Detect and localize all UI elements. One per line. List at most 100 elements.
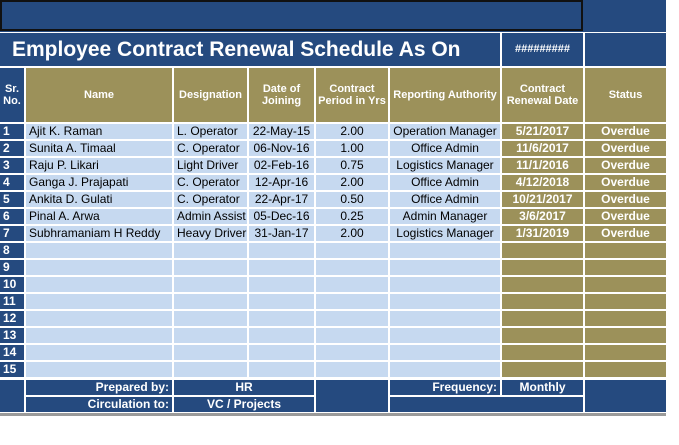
- data-cell: Light Driver: [174, 158, 247, 173]
- row-number: 12: [0, 311, 24, 326]
- data-cell: 22-May-15: [249, 124, 314, 139]
- bottom-line: [0, 413, 666, 416]
- row-number: 14: [0, 345, 24, 360]
- data-cell: Sunita A. Timaal: [26, 141, 172, 156]
- data-cell: Operation Manager: [390, 124, 500, 139]
- footer-value: HR: [174, 380, 314, 395]
- data-cell: Overdue: [585, 175, 666, 190]
- data-cell: 11/1/2016: [502, 158, 583, 173]
- data-cell: [390, 277, 500, 292]
- data-cell: 0.75: [316, 158, 388, 173]
- data-cell: [502, 345, 583, 360]
- footer-blank: [316, 380, 388, 412]
- data-cell: [316, 311, 388, 326]
- data-cell: [26, 362, 172, 377]
- data-cell: Logistics Manager: [390, 158, 500, 173]
- data-cell: [174, 311, 247, 326]
- data-cell: Admin Assist: [174, 209, 247, 224]
- data-cell: [26, 243, 172, 258]
- data-cell: [26, 277, 172, 292]
- data-cell: [26, 260, 172, 275]
- data-cell: 1/31/2019: [502, 226, 583, 241]
- row-number: 2: [0, 141, 24, 156]
- data-cell: [174, 277, 247, 292]
- data-cell: 31-Jan-17: [249, 226, 314, 241]
- data-cell: Overdue: [585, 158, 666, 173]
- data-cell: [502, 294, 583, 309]
- data-cell: Heavy Driver: [174, 226, 247, 241]
- data-cell: [26, 345, 172, 360]
- data-cell: [249, 260, 314, 275]
- data-cell: Overdue: [585, 209, 666, 224]
- data-cell: [502, 277, 583, 292]
- row-number: 6: [0, 209, 24, 224]
- data-cell: [249, 328, 314, 343]
- row-number: 9: [0, 260, 24, 275]
- footer-label: Circulation to:: [26, 397, 172, 412]
- data-cell: [390, 243, 500, 258]
- footer-blank: [0, 380, 24, 412]
- data-cell: Ankita D. Gulati: [26, 192, 172, 207]
- row-number: 7: [0, 226, 24, 241]
- data-cell: [249, 277, 314, 292]
- column-header: Contract Period in Yrs: [316, 68, 388, 122]
- data-cell: [585, 243, 666, 258]
- footer-label: Frequency:: [390, 380, 500, 395]
- column-header: Reporting Authority: [390, 68, 500, 122]
- data-cell: [502, 311, 583, 326]
- data-cell: Overdue: [585, 124, 666, 139]
- footer-value: Monthly: [502, 380, 583, 395]
- title-blank: [585, 33, 666, 66]
- data-cell: Office Admin: [390, 141, 500, 156]
- data-cell: Ganga J. Prajapati: [26, 175, 172, 190]
- data-cell: Office Admin: [390, 175, 500, 190]
- data-cell: 0.25: [316, 209, 388, 224]
- data-cell: [249, 243, 314, 258]
- data-cell: [390, 362, 500, 377]
- column-header: Status: [585, 68, 666, 122]
- title: Employee Contract Renewal Schedule As On: [0, 33, 500, 66]
- data-cell: [26, 328, 172, 343]
- data-cell: [390, 311, 500, 326]
- data-cell: Overdue: [585, 226, 666, 241]
- data-cell: Logistics Manager: [390, 226, 500, 241]
- column-header: Name: [26, 68, 172, 122]
- data-cell: Overdue: [585, 192, 666, 207]
- data-cell: [585, 294, 666, 309]
- data-cell: [585, 311, 666, 326]
- data-cell: Subhramaniam H Reddy: [26, 226, 172, 241]
- row-number: 5: [0, 192, 24, 207]
- data-cell: 5/21/2017: [502, 124, 583, 139]
- data-cell: [249, 362, 314, 377]
- data-cell: 1.00: [316, 141, 388, 156]
- data-cell: Office Admin: [390, 192, 500, 207]
- column-header: Contract Renewal Date: [502, 68, 583, 122]
- data-cell: 3/6/2017: [502, 209, 583, 224]
- data-cell: [249, 345, 314, 360]
- data-cell: Pinal A. Arwa: [26, 209, 172, 224]
- data-cell: [174, 294, 247, 309]
- data-cell: 2.00: [316, 175, 388, 190]
- data-cell: [316, 277, 388, 292]
- footer-blank: [390, 397, 583, 412]
- top-band: [0, 0, 666, 32]
- column-header: Sr. No.: [0, 68, 24, 122]
- data-cell: Overdue: [585, 141, 666, 156]
- selection-outline: [0, 0, 583, 31]
- data-cell: [316, 328, 388, 343]
- column-header: Date of Joining: [249, 68, 314, 122]
- data-cell: 4/12/2018: [502, 175, 583, 190]
- data-cell: 12-Apr-16: [249, 175, 314, 190]
- row-number: 11: [0, 294, 24, 309]
- row-number: 8: [0, 243, 24, 258]
- row-number: 15: [0, 362, 24, 377]
- row-number: 10: [0, 277, 24, 292]
- as-on-date: #########: [502, 33, 583, 66]
- data-cell: [249, 311, 314, 326]
- data-cell: 22-Apr-17: [249, 192, 314, 207]
- data-cell: [316, 345, 388, 360]
- data-cell: [316, 294, 388, 309]
- data-cell: 02-Feb-16: [249, 158, 314, 173]
